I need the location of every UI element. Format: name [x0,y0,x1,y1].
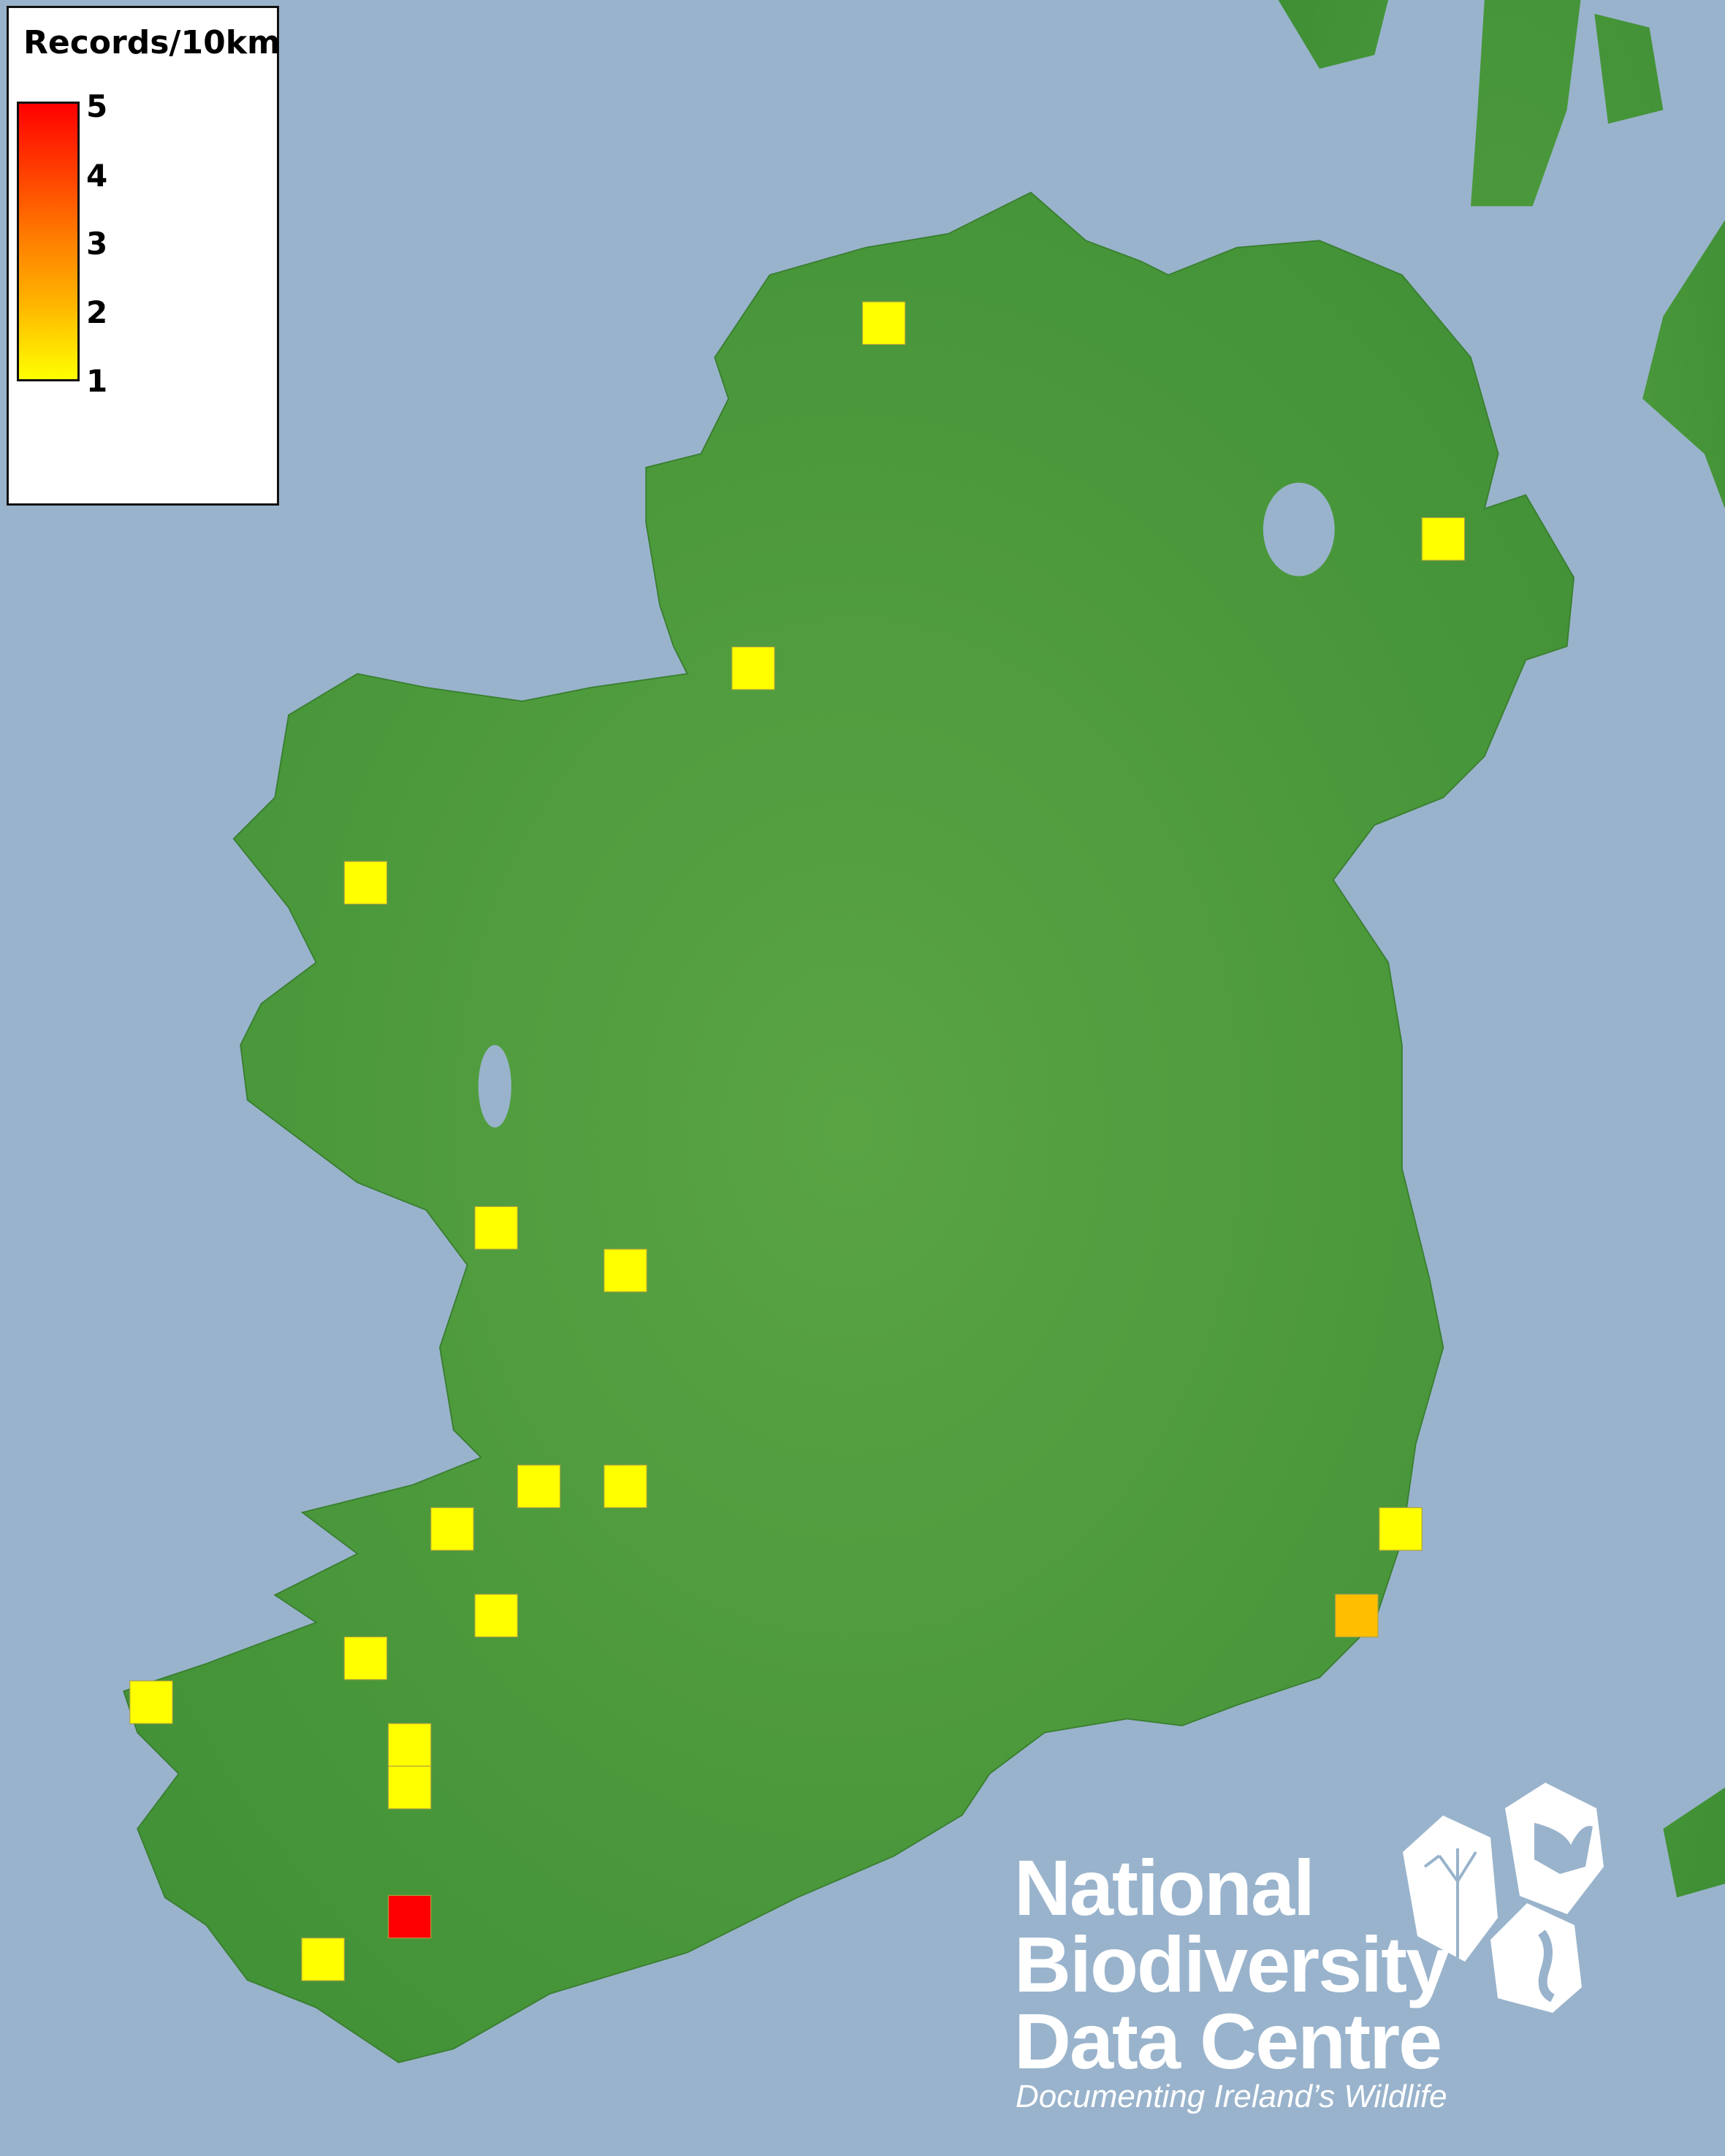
legend-tick: 2 [86,294,108,330]
legend-title: Records/10km [23,24,281,61]
logo-tagline: Documenting Ireland’s Wildlife [1016,2079,1447,2114]
record-square [517,1464,561,1509]
nbdc-logo: National Biodiversity Data Centre Docume… [1008,1768,1666,2148]
legend: Records/10km 5 4 3 2 1 [7,6,281,506]
record-square [474,1205,518,1250]
distribution-squares [129,301,1466,1981]
record-square [1335,1593,1379,1638]
record-square [301,1938,345,1981]
record-square [129,1680,173,1724]
logo-line-1: National [1014,1843,1315,1932]
seahorse-icon [1490,1903,1582,2013]
record-square [474,1593,518,1638]
plant-icon [1403,1816,1498,1962]
record-square [430,1507,474,1551]
logo-line-2: Biodiversity [1014,1920,1450,2008]
record-square [387,1894,432,1939]
record-square [1379,1507,1423,1551]
record-square [387,1765,432,1810]
lough-neagh [1263,482,1335,576]
record-square [861,301,906,346]
record-square [731,646,775,690]
legend-tick: 1 [86,363,108,399]
legend-color-bar [17,102,80,381]
record-square [343,861,388,904]
lough-corrib [478,1045,511,1128]
logo-line-3: Data Centre [1014,1997,1442,2085]
record-square [387,1723,432,1767]
record-square [343,1636,388,1680]
legend-tick: 5 [86,88,108,124]
record-square [1421,517,1466,561]
record-square [603,1249,647,1292]
legend-tick: 3 [86,226,108,262]
legend-tick: 4 [86,158,108,194]
record-square [603,1464,647,1509]
